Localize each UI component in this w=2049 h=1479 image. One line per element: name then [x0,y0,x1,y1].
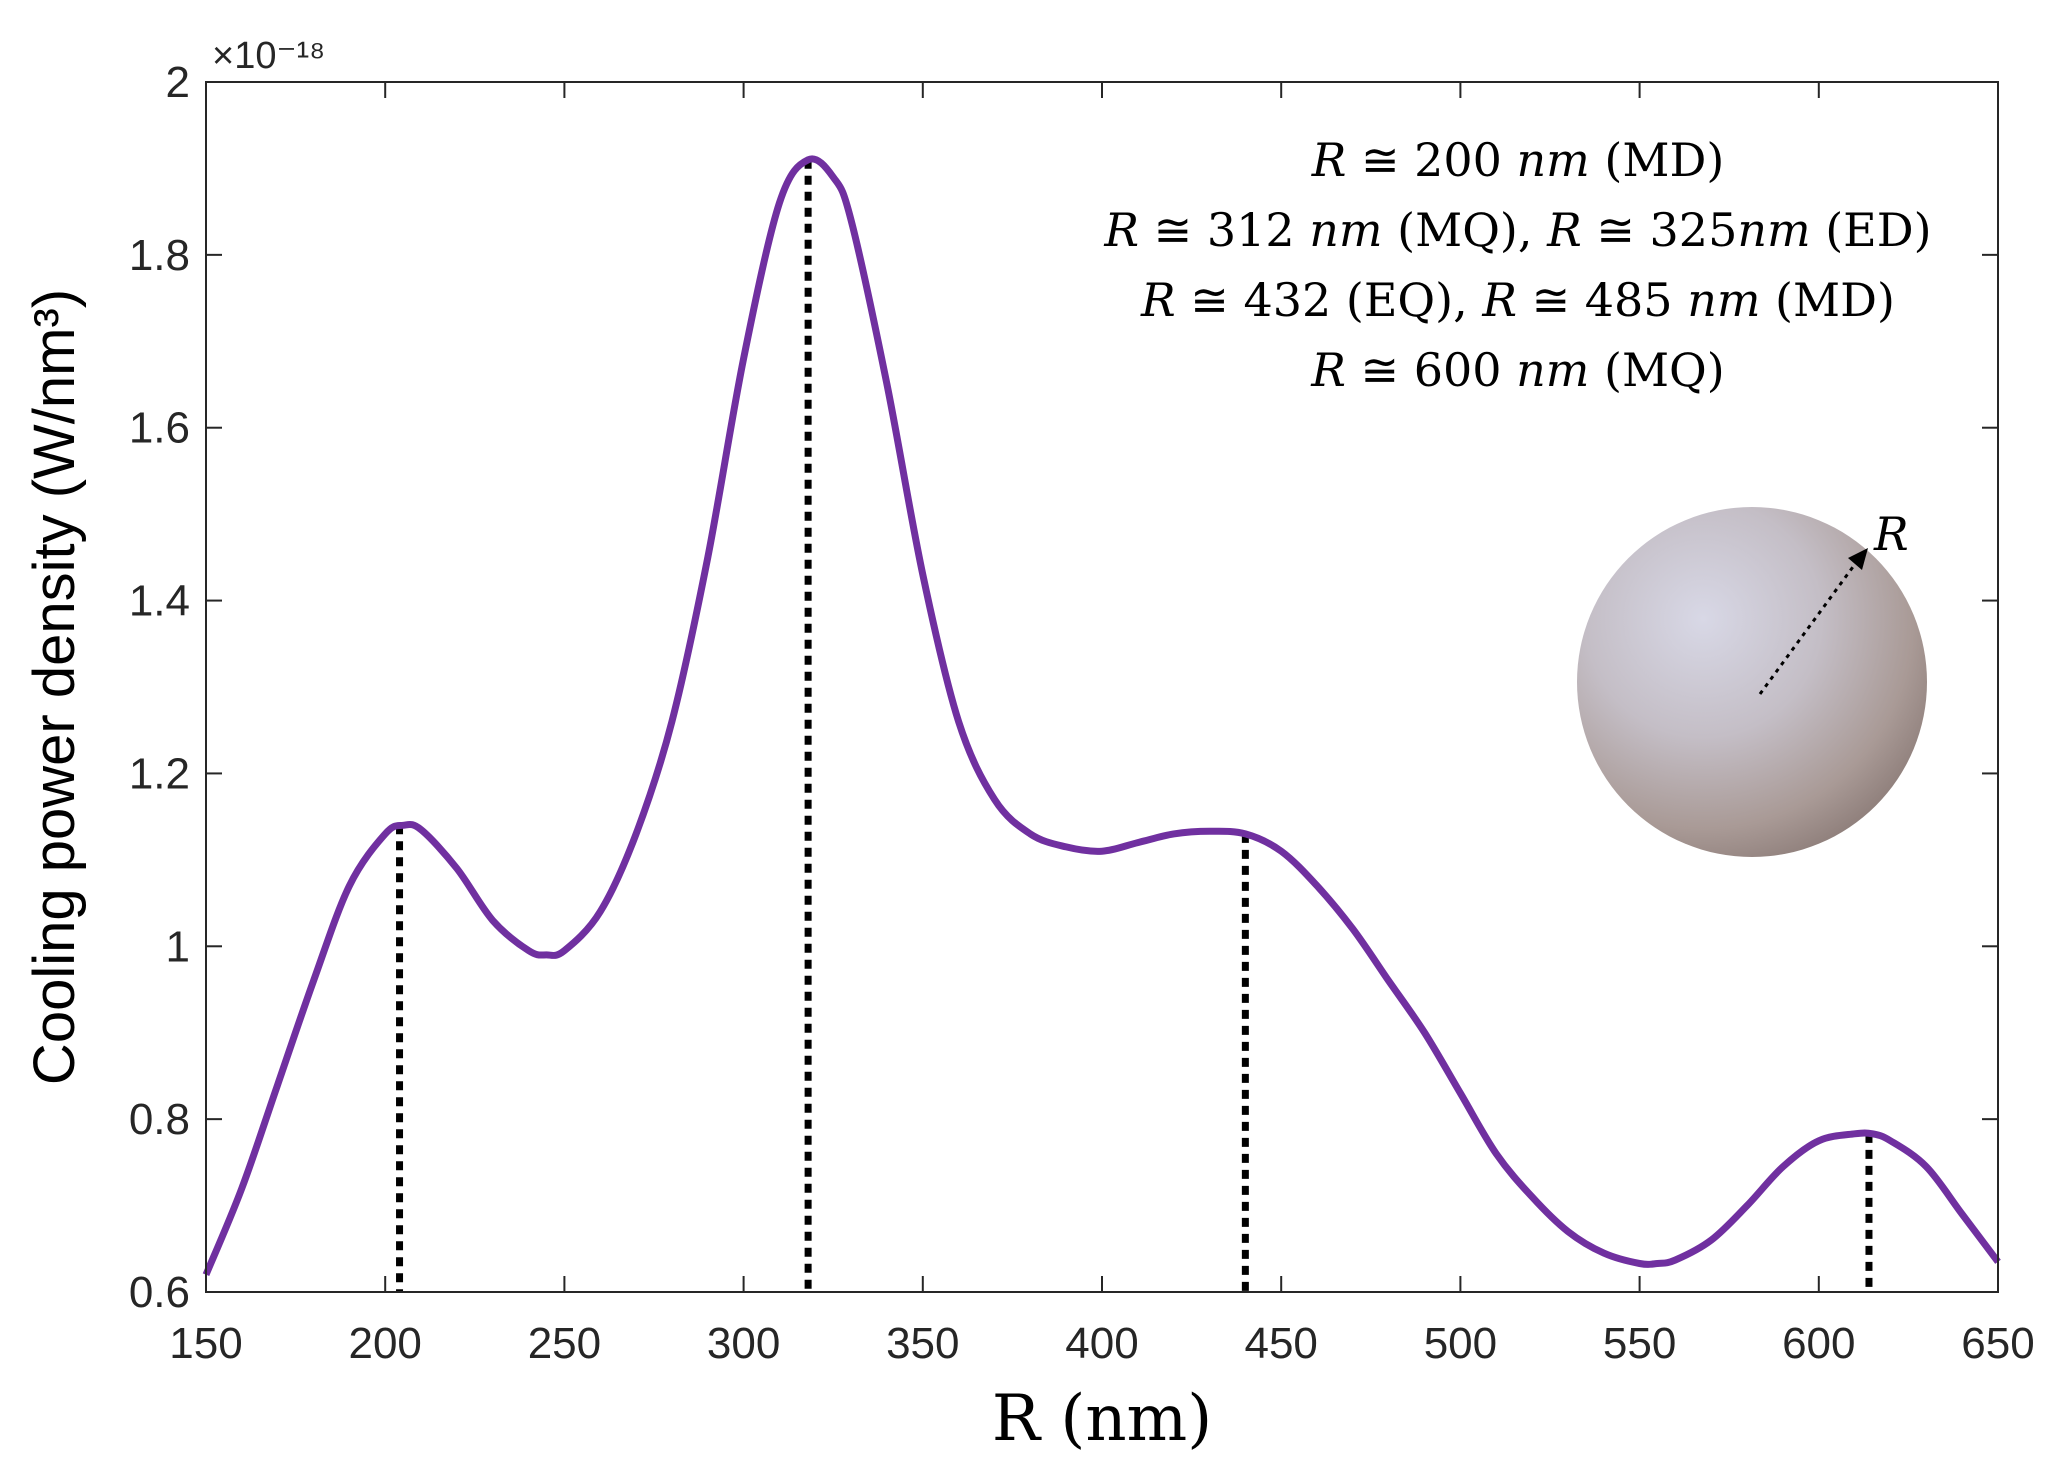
x-tick-label-300: 300 [707,1319,780,1368]
annotation-part: R [1481,273,1517,327]
radius-arrow [1758,559,1860,695]
annotation-part: (MQ) [1589,343,1724,397]
cooling-power-curve [202,155,2001,1277]
annotation-part: (MD) [1590,133,1725,187]
annotation-part: (MQ), [1383,203,1548,257]
x-tick-label-150: 150 [169,1319,242,1368]
y-tick-label-0.6: 0.6 [129,1268,190,1317]
sphere [1577,507,1927,857]
annotation-line-1: R ≅ 200 nm (MD) [1311,133,1725,187]
annotation-part: ≅ 432 (EQ), [1176,273,1483,327]
annotation-part: nm [1309,203,1382,257]
x-tick-label-450: 450 [1244,1319,1317,1368]
y-tick-label-1: 1 [166,922,190,971]
annotation-part: R [1140,273,1176,327]
annotation-part: ≅ 312 [1139,203,1309,257]
annotation-part: (ED) [1811,203,1932,257]
x-tick-label-550: 550 [1603,1319,1676,1368]
y-tick-label-1.2: 1.2 [129,749,190,798]
mode-annotations: R ≅ 200 nm (MD)R ≅ 312 nm (MQ), R ≅ 325n… [1103,133,1931,397]
x-tick-label-500: 500 [1424,1319,1497,1368]
radius-label: R [1873,507,1909,561]
annotation-part: nm [1516,343,1589,397]
y-axis-title: Cooling power density (W/nm³) [22,289,87,1085]
y-tick-label-1.6: 1.6 [129,404,190,453]
radius-arrowhead [1848,548,1868,570]
annotation-part: R [1103,203,1139,257]
annotation-part: (MD) [1760,273,1895,327]
x-tick-label-250: 250 [528,1319,601,1368]
annotation-part: R [1546,203,1582,257]
annotation-part: nm [1687,273,1760,327]
annotation-part: ≅ 200 [1346,133,1516,187]
sphere-inset: R [1577,507,1927,857]
y-tick-label-0.8: 0.8 [129,1095,190,1144]
x-tick-label-350: 350 [886,1319,959,1368]
y-exponent: ×10⁻¹⁸ [212,35,325,77]
y-tick-label-1.4: 1.4 [129,577,190,626]
annotation-part: nm [1737,203,1810,257]
annotation-part: ≅ 485 [1517,273,1687,327]
y-tick-label-1.8: 1.8 [129,231,190,280]
annotation-part: nm [1517,133,1590,187]
peak-markers [396,159,1873,1292]
annotation-part: ≅ 600 [1346,343,1516,397]
annotation-line-4: R ≅ 600 nm (MQ) [1310,343,1724,397]
annotation-part: ≅ 325 [1582,203,1738,257]
x-axis-ticks: 150 200 250 300 350 400 450 500 550 600 650 [169,82,2035,1368]
x-tick-label-600: 600 [1782,1319,1855,1368]
x-axis-title: R (nm) [992,1382,1212,1456]
annotation-line-3: R ≅ 432 (EQ), R ≅ 485 nm (MD) [1140,273,1895,327]
y-tick-label-2: 2 [166,58,190,107]
annotation-part: R [1310,343,1346,397]
x-tick-label-200: 200 [348,1319,421,1368]
annotation-line-2: R ≅ 312 nm (MQ), R ≅ 325nm (ED) [1103,203,1931,257]
annotation-part: R [1311,133,1347,187]
x-tick-label-650: 650 [1961,1319,2034,1368]
y-axis-ticks: 0.6 0.8 1 1.2 1.4 1.6 1.8 2 [129,58,1998,1317]
x-tick-label-400: 400 [1065,1319,1138,1368]
